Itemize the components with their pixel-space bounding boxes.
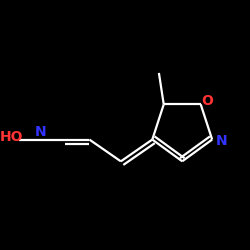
Text: O: O <box>201 94 213 108</box>
Text: N: N <box>35 125 47 139</box>
Text: N: N <box>216 134 227 148</box>
Text: HO: HO <box>0 130 24 144</box>
